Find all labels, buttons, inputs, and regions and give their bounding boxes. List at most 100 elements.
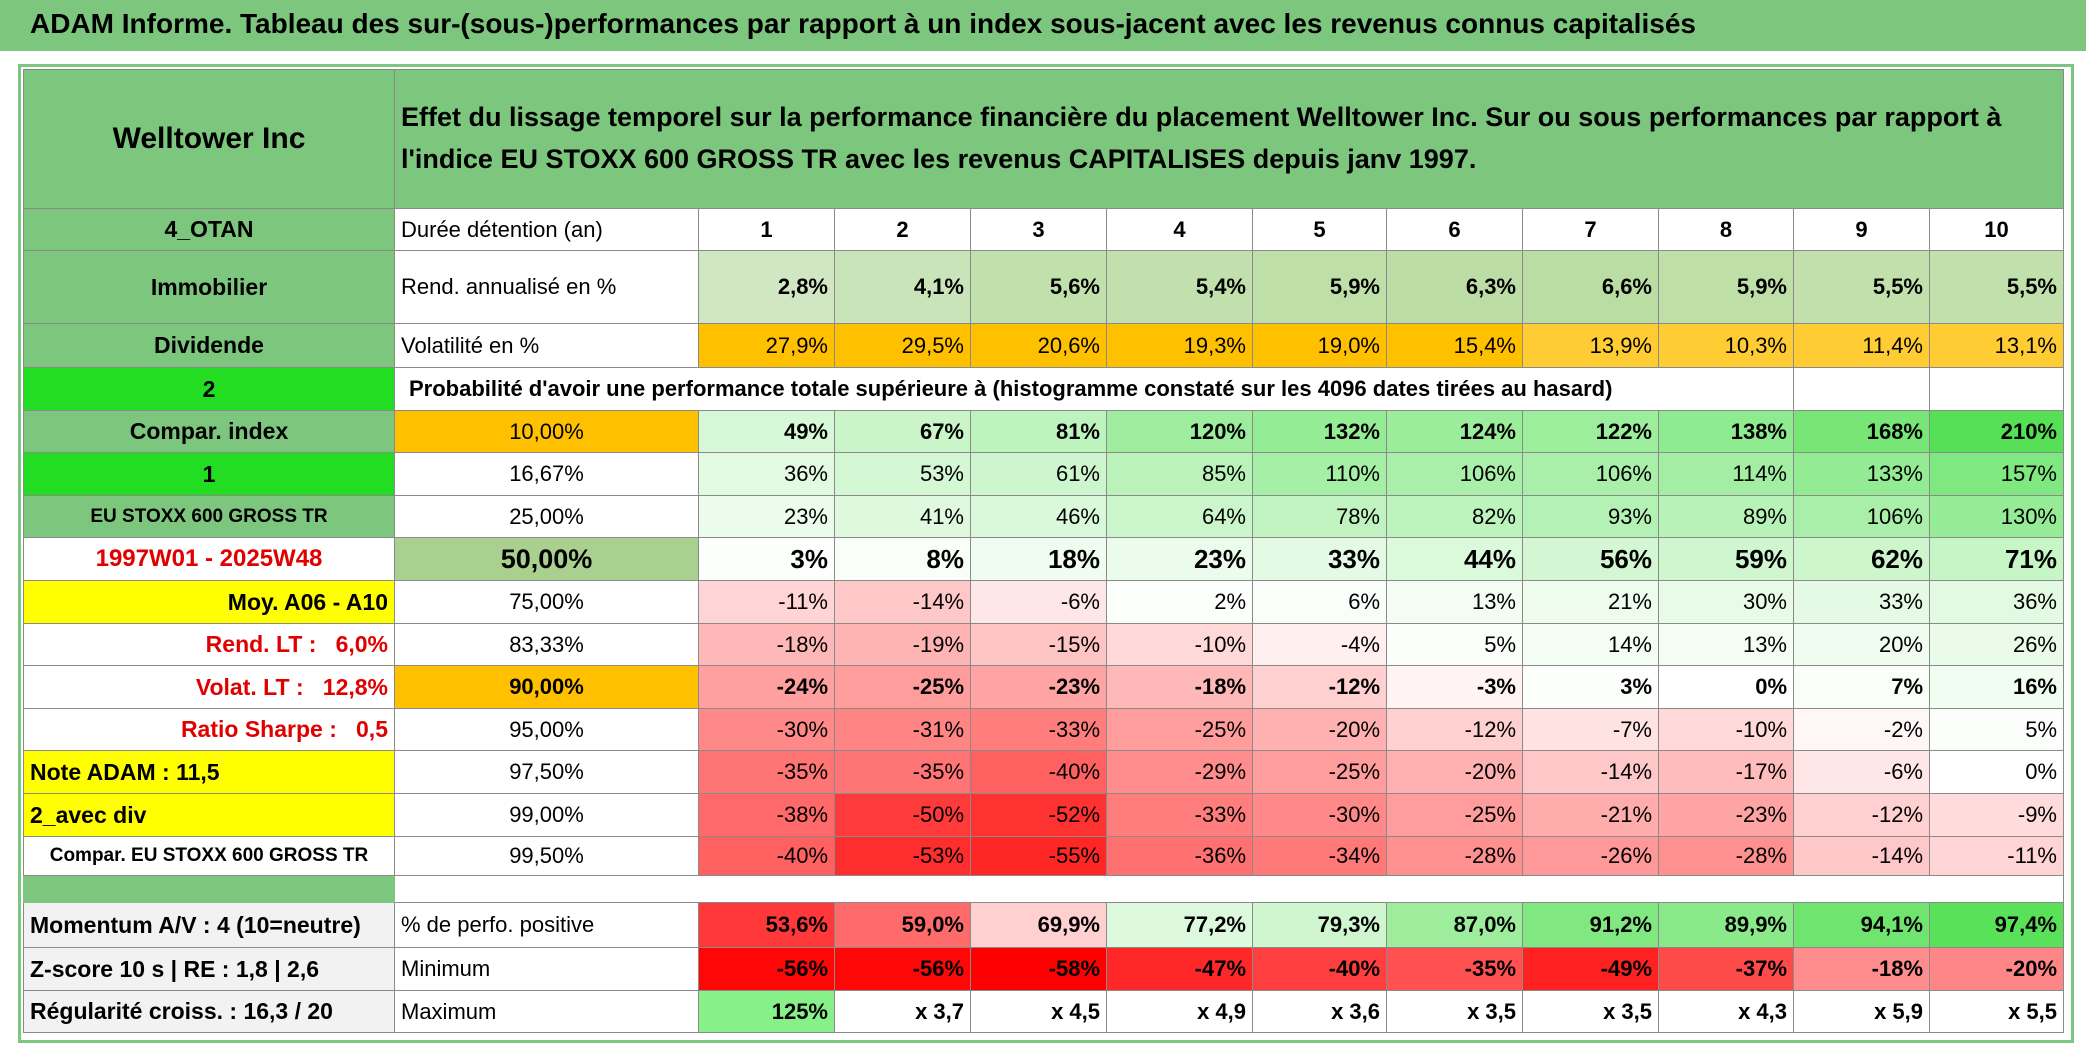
spacer-row — [23, 875, 2064, 903]
cell: 87,0% — [1386, 902, 1523, 948]
cell — [1793, 367, 1930, 411]
cell: Compar. EU STOXX 600 GROSS TR — [23, 836, 395, 876]
cell: -12% — [1252, 665, 1387, 709]
cell: 33% — [1252, 537, 1387, 581]
cell: 25,00% — [394, 495, 699, 538]
cell: 16,67% — [394, 452, 699, 496]
company-name: Welltower Inc — [23, 69, 395, 209]
cell: 82% — [1386, 495, 1523, 538]
cell: 11,4% — [1793, 323, 1930, 368]
cell: 19,3% — [1106, 323, 1253, 368]
cell: 18% — [970, 537, 1107, 581]
cell: Compar. index — [23, 410, 395, 453]
cell: 106% — [1386, 452, 1523, 496]
cell: x 3,6 — [1252, 990, 1387, 1033]
cell: -3% — [1386, 665, 1523, 709]
cell: 110% — [1252, 452, 1387, 496]
cell: x 4,5 — [970, 990, 1107, 1033]
cell: 138% — [1658, 410, 1794, 453]
cell: x 4,9 — [1106, 990, 1253, 1033]
table-row: Note ADAM : 11,5 97,50% -35% -35% -40% -29% -2… — [23, 750, 2064, 794]
cell: -20% — [1252, 708, 1387, 751]
cell: 130% — [1929, 495, 2064, 538]
cell: 10,00% — [394, 410, 699, 453]
cell: 20% — [1793, 623, 1930, 666]
cell: 83,33% — [394, 623, 699, 666]
table-body: Welltower Inc Effet du lissage temporel … — [23, 69, 2064, 1033]
table-row: Z-score 10 s | RE : 1,8 | 2,6 Minimum -56%… — [23, 947, 2064, 991]
table-row: 4_OTAN Durée détention (an) 1 2 3 4 5 6 7 8 9 10 — [23, 208, 2064, 251]
cell: Momentum A/V : 4 (10=neutre) — [23, 902, 395, 948]
cell: Durée détention (an) — [394, 208, 699, 251]
cell: -38% — [698, 793, 835, 837]
cell: -20% — [1386, 750, 1523, 794]
cell: 89% — [1658, 495, 1794, 538]
cell: % de perfo. positive — [394, 902, 699, 948]
cell: -25% — [1386, 793, 1523, 837]
cell: Note ADAM : 11,5 — [23, 750, 395, 794]
cell: 2_avec div — [23, 793, 395, 837]
cell: 59,0% — [834, 902, 971, 948]
cell: -14% — [1522, 750, 1659, 794]
cell: -28% — [1386, 836, 1523, 876]
cell: 29,5% — [834, 323, 971, 368]
cell: 78% — [1252, 495, 1387, 538]
cell: -49% — [1522, 947, 1659, 991]
cell: -18% — [698, 623, 835, 666]
cell: 125% — [698, 990, 835, 1033]
table-row: Volat. LT : 12,8% 90,00% -24% -25% -23% -18% -… — [23, 665, 2064, 709]
cell: 1997W01 - 2025W48 — [23, 537, 395, 581]
cell: 168% — [1793, 410, 1930, 453]
cell: 93% — [1522, 495, 1659, 538]
cell: 2% — [1106, 580, 1253, 624]
cell: 5,5% — [1929, 250, 2064, 324]
cell: -40% — [1252, 947, 1387, 991]
cell: -56% — [834, 947, 971, 991]
cell: 94,1% — [1793, 902, 1930, 948]
table-row: Ratio Sharpe : 0,5 95,00% -30% -31% -33% -25%… — [23, 708, 2064, 751]
cell: 9 — [1793, 208, 1930, 251]
cell: 5,9% — [1252, 250, 1387, 324]
cell: -17% — [1658, 750, 1794, 794]
cell: 67% — [834, 410, 971, 453]
table-row: 1 16,67% 36% 53% 61% 85% 110% 106% 106% 114% 133% 1… — [23, 452, 2064, 496]
cell: -58% — [970, 947, 1107, 991]
cell: -47% — [1106, 947, 1253, 991]
cell: 7 — [1522, 208, 1659, 251]
cell: 106% — [1522, 452, 1659, 496]
cell: 5,6% — [970, 250, 1107, 324]
cell: -23% — [970, 665, 1107, 709]
cell: -21% — [1522, 793, 1659, 837]
cell: 21% — [1522, 580, 1659, 624]
cell: 13,1% — [1929, 323, 2064, 368]
cell: 13% — [1386, 580, 1523, 624]
cell: -56% — [698, 947, 835, 991]
cell: 90,00% — [394, 665, 699, 709]
cell: 114% — [1658, 452, 1794, 496]
cell: -25% — [1252, 750, 1387, 794]
cell: -33% — [970, 708, 1107, 751]
cell: -11% — [1929, 836, 2064, 876]
cell: Z-score 10 s | RE : 1,8 | 2,6 — [23, 947, 395, 991]
cell: 1 — [698, 208, 835, 251]
cell: x 3,7 — [834, 990, 971, 1033]
cell: -26% — [1522, 836, 1659, 876]
cell: -36% — [1106, 836, 1253, 876]
cell: 33% — [1793, 580, 1930, 624]
cell: 106% — [1793, 495, 1930, 538]
cell: -9% — [1929, 793, 2064, 837]
cell: -52% — [970, 793, 1107, 837]
cell: -35% — [1386, 947, 1523, 991]
table-row: Régularité croiss. : 16,3 / 20 Maximum 125… — [23, 990, 2064, 1033]
cell: 49% — [698, 410, 835, 453]
cell: 95,00% — [394, 708, 699, 751]
cell: -35% — [698, 750, 835, 794]
cell: x 3,5 — [1386, 990, 1523, 1033]
cell: 41% — [834, 495, 971, 538]
cell: 27,9% — [698, 323, 835, 368]
cell: 5% — [1386, 623, 1523, 666]
cell: 6,6% — [1522, 250, 1659, 324]
table-row: Momentum A/V : 4 (10=neutre)% de perfo. … — [23, 902, 2064, 948]
cell: 0% — [1929, 750, 2064, 794]
cell: 75,00% — [394, 580, 699, 624]
